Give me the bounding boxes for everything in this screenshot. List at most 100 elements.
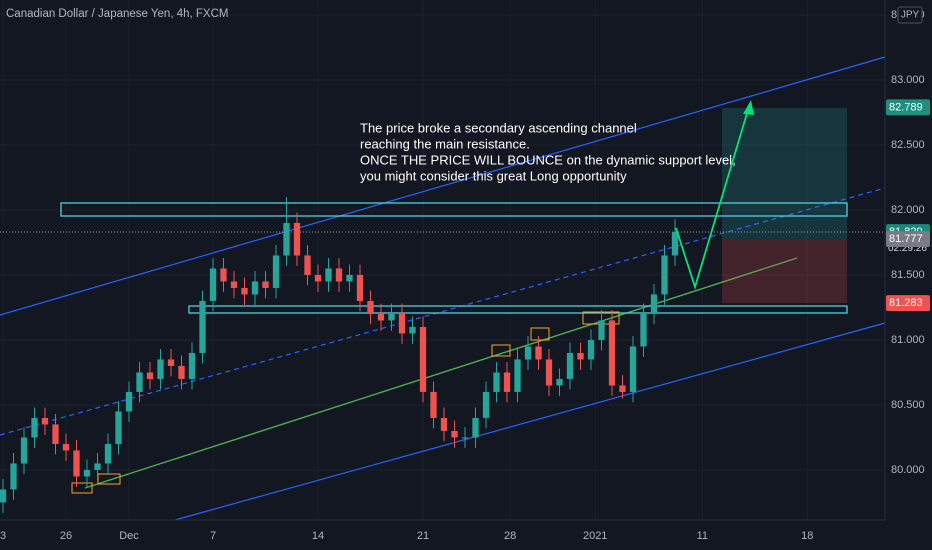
candle-body xyxy=(293,222,301,256)
support-zone xyxy=(188,305,848,314)
x-tick-label: 11 xyxy=(697,530,708,542)
candle-body xyxy=(73,450,80,477)
candle-body xyxy=(10,463,17,490)
x-tick-label: 26 xyxy=(60,530,72,542)
annotation-line: ONCE THE PRICE WILL BOUNCE on the dynami… xyxy=(360,152,736,167)
y-tick-label: 83.000 xyxy=(891,74,925,86)
channel-lower xyxy=(174,322,886,521)
candle-body xyxy=(52,424,59,444)
channel-mid xyxy=(0,187,886,436)
candle-body xyxy=(178,365,185,379)
annotation-line: reaching the main resistance. xyxy=(360,136,530,151)
chart-title: Canadian Dollar / Japanese Yen, 4h, FXCM xyxy=(6,8,228,20)
x-tick-label: 14 xyxy=(312,530,324,542)
candle-body xyxy=(388,313,395,321)
candle-body xyxy=(629,346,637,392)
candle-body xyxy=(0,489,7,503)
candle-body xyxy=(451,430,458,438)
currency: JPY xyxy=(901,10,920,21)
drawings xyxy=(0,56,886,521)
price-tag-label: 82.789 xyxy=(889,101,923,113)
candle-body xyxy=(31,417,38,438)
candle-body xyxy=(577,352,584,360)
currency-box xyxy=(897,6,923,24)
annotation-line: The price broke a secondary ascending ch… xyxy=(360,120,637,135)
x-tick-label: 7 xyxy=(210,530,216,542)
candle-body xyxy=(535,346,542,360)
candle-body xyxy=(41,417,49,425)
candle-body xyxy=(545,359,553,386)
x-tick-label: 3 xyxy=(0,530,6,542)
y-tick-label: 81.000 xyxy=(891,334,925,346)
candle-body xyxy=(587,339,595,360)
candle-body xyxy=(262,281,269,288)
candle-body xyxy=(650,294,658,314)
target-zone xyxy=(722,108,847,240)
candle-body xyxy=(503,372,511,392)
candle-body xyxy=(230,281,238,288)
support-line xyxy=(84,257,798,489)
candle-body xyxy=(241,287,248,295)
candle-body xyxy=(472,417,479,438)
candle-body xyxy=(430,391,437,418)
candle-body xyxy=(346,274,353,282)
marker xyxy=(71,482,93,494)
candle-body xyxy=(671,232,679,256)
price-tag-label: 81.777 xyxy=(889,233,923,245)
x-tick-label: Dec xyxy=(119,530,139,542)
candle-body xyxy=(251,281,259,295)
grid xyxy=(0,0,885,520)
candle-body xyxy=(104,443,112,464)
candle-body xyxy=(409,326,416,334)
candle-body xyxy=(661,255,668,295)
candle-body xyxy=(304,255,311,275)
x-tick-label: 18 xyxy=(801,530,813,542)
candle-body xyxy=(188,352,196,379)
y-tick-label: 80.000 xyxy=(891,464,925,476)
price-axis xyxy=(885,0,932,550)
forecast xyxy=(675,100,754,291)
candle-body xyxy=(398,313,406,334)
candles xyxy=(0,196,679,513)
candle-body xyxy=(619,385,626,392)
candle-body xyxy=(209,268,217,301)
x-tick-label: 2021 xyxy=(583,530,607,542)
candle-body xyxy=(367,300,374,314)
candle-body xyxy=(272,255,280,288)
candle-body xyxy=(514,359,521,392)
candle-body xyxy=(640,313,647,347)
annotation: The price broke a secondary ascending ch… xyxy=(360,120,736,183)
candle-body xyxy=(598,320,605,340)
candle-body xyxy=(440,417,448,431)
candle-body xyxy=(83,469,91,477)
price-tag xyxy=(886,230,930,247)
candle-body xyxy=(325,268,332,282)
candle-body xyxy=(125,391,133,412)
candle-body xyxy=(136,372,143,392)
arrow-head xyxy=(743,100,754,115)
price-tag xyxy=(886,99,930,116)
candle-body xyxy=(608,320,616,386)
resistance-zone xyxy=(60,202,848,217)
candle-body xyxy=(419,326,427,392)
candle-body xyxy=(524,346,532,360)
forecast-arrow xyxy=(675,109,749,291)
x-tick-label: 21 xyxy=(417,530,429,542)
candle-body xyxy=(146,372,154,379)
countdown: 02:29:26 xyxy=(888,243,927,254)
annotation-line: you might consider this great Long oppor… xyxy=(360,168,627,183)
candle-body xyxy=(220,268,227,282)
candle-body xyxy=(335,268,343,282)
y-tick-label: 80.500 xyxy=(891,399,925,411)
candle-body xyxy=(482,391,490,418)
candle-body xyxy=(157,359,164,379)
candle-body xyxy=(20,437,28,464)
price-tag-label: 81.283 xyxy=(889,297,923,309)
candle-body xyxy=(493,372,500,392)
candle-body xyxy=(94,463,101,470)
price-tag xyxy=(886,295,930,312)
candle-body xyxy=(377,313,385,321)
candle-body xyxy=(556,378,563,386)
candle-body xyxy=(199,300,206,353)
